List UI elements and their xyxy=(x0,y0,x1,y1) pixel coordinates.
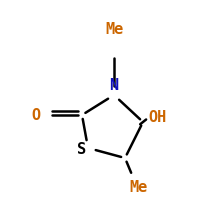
Text: Me: Me xyxy=(129,180,147,196)
Text: O: O xyxy=(32,107,41,123)
Text: N: N xyxy=(110,78,118,93)
Text: Me: Me xyxy=(105,23,123,38)
Text: OH: OH xyxy=(148,111,166,126)
Text: S: S xyxy=(77,142,86,157)
